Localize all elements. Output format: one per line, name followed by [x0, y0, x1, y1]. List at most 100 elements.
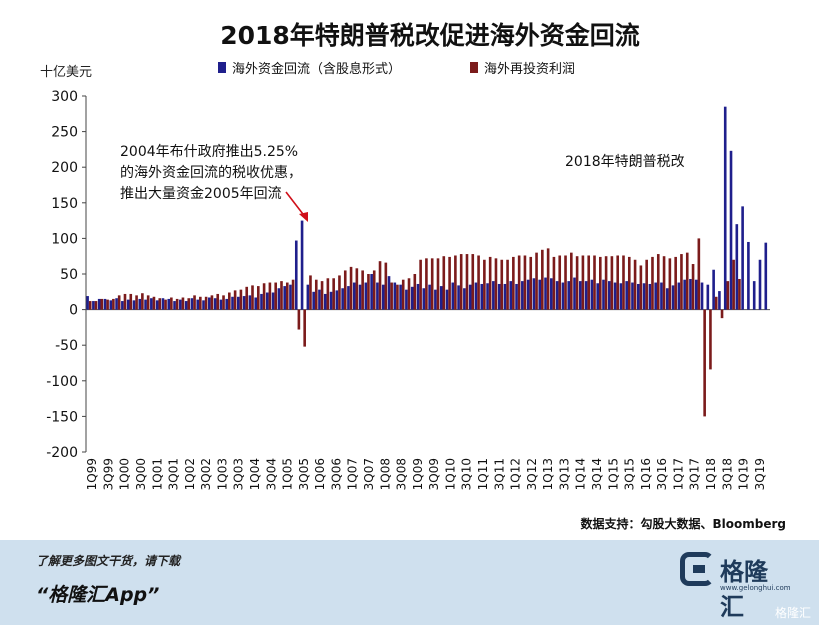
bar-repatriation-3: [103, 298, 107, 310]
bar-repatriation-110: [723, 106, 727, 310]
bar-repatriation-99: [660, 282, 663, 310]
bar-repatriation-82: [561, 282, 565, 310]
bar-reinvested-83: [570, 252, 573, 310]
x-tick-label: 1Q03: [215, 458, 229, 490]
bar-reinvested-65: [465, 254, 469, 310]
bar-repatriation-101: [671, 285, 675, 310]
y-tick-label: 50: [60, 267, 78, 283]
bar-reinvested-24: [228, 292, 231, 310]
bar-reinvested-98: [656, 254, 660, 310]
bar-reinvested-29: [257, 286, 260, 310]
bar-repatriation-35: [289, 284, 292, 310]
y-tick-label: 250: [51, 125, 78, 141]
bar-repatriation-20: [202, 300, 205, 310]
bar-reinvested-28: [251, 285, 254, 310]
bar-repatriation-81: [555, 281, 559, 310]
bar-repatriation-15: [173, 301, 176, 310]
bar-repatriation-102: [677, 282, 681, 310]
x-tick-label: 3Q06: [329, 458, 343, 490]
bar-repatriation-39: [312, 291, 315, 310]
bar-repatriation-57: [416, 283, 420, 310]
bar-repatriation-72: [503, 283, 507, 310]
legend-swatch-0: [218, 62, 226, 73]
bar-reinvested-63: [454, 255, 457, 310]
legend-swatch-1: [470, 62, 478, 73]
bar-reinvested-7: [129, 293, 133, 310]
bar-repatriation-21: [208, 297, 211, 310]
bar-reinvested-95: [639, 265, 643, 310]
bar-repatriation-13: [161, 298, 165, 310]
x-tick-label: 1Q07: [346, 458, 360, 490]
bar-repatriation-78: [538, 279, 542, 310]
x-tick-label: 1Q06: [313, 458, 327, 490]
bar-repatriation-73: [509, 281, 513, 310]
bar-reinvested-42: [332, 278, 335, 310]
x-tick-label: 3Q12: [525, 458, 539, 490]
bar-reinvested-21: [210, 295, 214, 310]
y-tick-label: -100: [46, 374, 78, 390]
bar-repatriation-98: [654, 282, 657, 310]
bar-reinvested-43: [338, 275, 341, 310]
bar-reinvested-92: [622, 255, 625, 310]
bar-reinvested-104: [691, 264, 695, 310]
bar-repatriation-109: [718, 291, 721, 310]
bar-reinvested-19: [199, 296, 202, 310]
bar-repatriation-103: [683, 279, 686, 310]
brand-logo: 格隆汇 www.gelonghui.com: [680, 552, 791, 621]
bar-repatriation-8: [132, 300, 136, 310]
bar-repatriation-2: [97, 298, 101, 310]
bar-reinvested-99: [662, 256, 666, 310]
bar-repatriation-80: [550, 278, 553, 310]
bar-reinvested-13: [164, 299, 167, 310]
bar-reinvested-101: [674, 256, 677, 310]
bar-repatriation-95: [636, 283, 640, 310]
y-tick-label: 100: [51, 231, 78, 247]
x-tick-label: 3Q17: [688, 458, 702, 490]
bar-repatriation-40: [318, 289, 321, 310]
bar-reinvested-36: [297, 309, 301, 330]
bar-repatriation-77: [532, 278, 536, 310]
bar-repatriation-96: [642, 283, 646, 310]
bar-repatriation-41: [323, 293, 327, 310]
bar-repatriation-93: [625, 281, 628, 310]
bar-reinvested-62: [448, 256, 451, 310]
bar-reinvested-112: [738, 278, 741, 310]
bar-repatriation-46: [352, 282, 356, 310]
bar-reinvested-12: [158, 298, 162, 310]
bar-reinvested-61: [442, 256, 446, 310]
bar-reinvested-96: [645, 259, 648, 310]
bar-repatriation-92: [619, 283, 623, 310]
bar-repatriation-70: [492, 281, 495, 310]
bar-reinvested-72: [506, 259, 509, 310]
app-name[interactable]: “格隆汇App”: [36, 584, 160, 606]
x-tick-label: 3Q18: [720, 458, 734, 490]
y-tick-label: 150: [51, 196, 78, 212]
bar-repatriation-89: [602, 279, 605, 310]
x-tick-label: 1Q15: [606, 458, 620, 490]
bar-reinvested-10: [146, 295, 150, 310]
bar-reinvested-89: [604, 256, 608, 310]
y-tick-label: -150: [46, 409, 78, 425]
bar-repatriation-27: [242, 296, 246, 310]
x-tick-label: 1Q05: [281, 458, 295, 490]
x-tick-label: 3Q05: [297, 458, 311, 490]
bar-reinvested-48: [367, 274, 370, 310]
bar-repatriation-54: [399, 284, 402, 310]
bar-reinvested-32: [274, 282, 277, 310]
bar-repatriation-6: [121, 301, 124, 310]
x-axis: 1Q99 3Q99 1Q00 3Q00 1Q01 3Q01 1Q02 3Q02 1Q03 3Q03…: [85, 458, 767, 490]
bar-repatriation-43: [335, 290, 339, 310]
bars: [86, 106, 768, 417]
bar-repatriation-60: [434, 289, 437, 310]
bar-repatriation-75: [521, 281, 524, 310]
bar-repatriation-59: [428, 284, 431, 310]
bar-repatriation-88: [596, 283, 599, 310]
y-tick-label: -50: [55, 338, 78, 354]
x-tick-label: 3Q10: [460, 458, 474, 490]
bar-reinvested-106: [703, 309, 706, 417]
bar-repatriation-51: [381, 284, 385, 310]
x-tick-label: 3Q15: [623, 458, 637, 490]
x-tick-label: 3Q16: [655, 458, 669, 490]
bar-repatriation-107: [706, 284, 710, 310]
bar-repatriation-29: [254, 297, 257, 310]
